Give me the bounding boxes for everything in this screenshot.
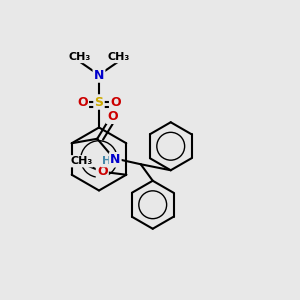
Text: S: S (94, 95, 103, 109)
Text: CH₃: CH₃ (107, 52, 130, 62)
Text: O: O (110, 95, 121, 109)
Text: N: N (110, 153, 120, 166)
Text: CH₃: CH₃ (68, 52, 91, 62)
Text: N: N (94, 68, 104, 82)
Text: O: O (107, 110, 118, 123)
Text: CH₃: CH₃ (70, 156, 92, 166)
Text: O: O (77, 95, 88, 109)
Text: H: H (102, 156, 111, 166)
Text: O: O (97, 165, 108, 178)
